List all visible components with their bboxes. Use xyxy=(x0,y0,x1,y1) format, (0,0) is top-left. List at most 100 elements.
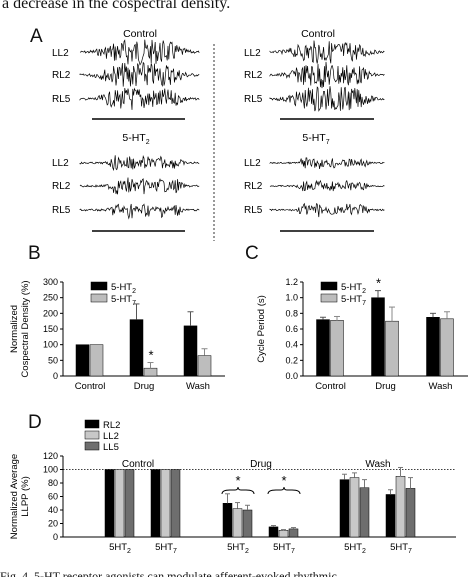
category-label: 5HT7 xyxy=(390,542,412,555)
trace-control-rl2 xyxy=(79,61,200,88)
trace-label-rl2: RL2 xyxy=(244,181,263,192)
bar xyxy=(440,318,454,377)
category-label-main: 5HT xyxy=(390,542,408,553)
significance-star: * xyxy=(281,473,286,488)
bar xyxy=(385,494,396,538)
category-label: Wash xyxy=(429,381,453,392)
y-axis-label: NormalizedCospectral Density (%) xyxy=(9,280,31,377)
trace-label-rl2: RL2 xyxy=(244,70,263,81)
trace-drug-rl2 xyxy=(269,179,385,192)
legend-label: RL2 xyxy=(103,420,120,431)
trace-control-rl5 xyxy=(269,86,385,112)
trace-drug-ll2 xyxy=(79,155,200,172)
legend-label-main: 5-HT xyxy=(111,294,132,305)
category-label-sub: 2 xyxy=(127,548,131,555)
y-axis-label-line: Normalized Average xyxy=(9,454,20,539)
legend-swatch xyxy=(90,281,108,291)
trace-label-rl5: RL5 xyxy=(52,205,71,216)
category-label-sub: 7 xyxy=(408,548,412,555)
y-tick-label: 80 xyxy=(48,478,58,488)
bar xyxy=(278,530,289,538)
bar xyxy=(222,503,233,538)
bar xyxy=(160,469,171,538)
significance-brace xyxy=(267,486,301,495)
legend-swatch xyxy=(84,430,100,440)
category-label: Drug xyxy=(134,381,155,392)
panel-d-chart: 0 20 40 60 80 100 120 Normalized AverageLLPP (%… xyxy=(9,419,456,555)
y-tick-label: 40 xyxy=(48,505,58,515)
bar xyxy=(124,469,135,538)
y-tick-label: 1.2 xyxy=(285,277,298,287)
legend-label-main: 5-HT xyxy=(341,282,362,293)
group-title: Control xyxy=(122,459,154,470)
y-tick-label: 300 xyxy=(43,277,58,287)
trace-control-ll2 xyxy=(79,39,200,66)
trace-label-rl2: RL2 xyxy=(52,70,71,81)
y-tick-label: 250 xyxy=(43,293,58,303)
left-drug-title: 5-HT2 xyxy=(122,132,149,146)
y-tick-label: 120 xyxy=(43,451,58,461)
trace-label-ll2: LL2 xyxy=(244,48,261,59)
right-control-title: Control xyxy=(301,28,335,40)
panel-c-letter: C xyxy=(245,243,259,264)
top-text-line: a decrease in the cospectral density. xyxy=(2,0,231,12)
trace-drug-rl5 xyxy=(269,202,385,218)
bar xyxy=(330,320,344,377)
y-tick-label: 0.8 xyxy=(285,308,298,318)
bar xyxy=(359,487,370,538)
panel-b-chart: 0 50 100 150 200 250 300 NormalizedCospectral D… xyxy=(9,277,225,392)
category-label: Drug xyxy=(375,381,396,392)
significance-brace xyxy=(221,486,255,495)
bar xyxy=(339,479,350,538)
legend-swatch xyxy=(84,441,100,451)
bar xyxy=(232,508,243,538)
y-tick-label: 60 xyxy=(48,492,58,502)
trace-label-rl5: RL5 xyxy=(244,94,263,105)
bar xyxy=(349,477,360,538)
y-tick-label: 0.4 xyxy=(285,340,298,350)
bar xyxy=(197,355,212,377)
legend-swatch xyxy=(84,419,100,429)
bar xyxy=(104,469,115,538)
significance-star: * xyxy=(235,473,240,488)
group-title: Drug xyxy=(250,459,272,470)
figure-caption: Fig. 4. 5-HT receptor agonists can modul… xyxy=(0,569,337,577)
bar xyxy=(405,488,416,538)
trace-label-ll2: LL2 xyxy=(52,158,69,169)
y-axis-label-line: Normalized xyxy=(9,305,20,353)
bar xyxy=(150,469,161,538)
bar xyxy=(268,526,279,538)
y-tick-label: 0.6 xyxy=(285,324,298,334)
bar xyxy=(89,344,104,377)
y-tick-label: 1.0 xyxy=(285,293,298,303)
y-tick-label: 150 xyxy=(43,324,58,334)
y-axis-label-line: Cospectral Density (%) xyxy=(20,280,31,377)
significance-star: * xyxy=(376,276,381,291)
bar xyxy=(288,528,299,538)
significance-star: * xyxy=(148,348,153,363)
bar xyxy=(75,344,90,377)
bar xyxy=(385,320,399,377)
legend-label: 5-HT2 xyxy=(111,282,136,295)
trace-control-rl2 xyxy=(269,61,385,89)
category-label-main: 5HT xyxy=(344,542,362,553)
legend-label-sub: 7 xyxy=(362,300,366,307)
y-tick-label: 50 xyxy=(48,355,58,365)
legend-swatch xyxy=(90,293,108,303)
legend-label-sub: 2 xyxy=(132,288,136,295)
panel-b-letter: B xyxy=(28,243,41,264)
legend-label: LL5 xyxy=(103,442,119,453)
category-label-main: 5HT xyxy=(273,542,291,553)
category-label-main: 5HT xyxy=(227,542,245,553)
category-label-sub: 7 xyxy=(291,548,295,555)
y-tick-label: 20 xyxy=(48,519,58,529)
legend-label: 5-HT7 xyxy=(111,294,136,307)
trace-control-rl5 xyxy=(79,87,200,110)
category-label: Control xyxy=(75,381,106,392)
legend-label-main: 5-HT xyxy=(341,294,362,305)
category-label-main: 5HT xyxy=(109,542,127,553)
y-tick-label: 100 xyxy=(43,340,58,350)
bar xyxy=(395,476,406,538)
left-control-title: Control xyxy=(123,28,157,40)
y-tick-label: 100 xyxy=(43,465,58,475)
